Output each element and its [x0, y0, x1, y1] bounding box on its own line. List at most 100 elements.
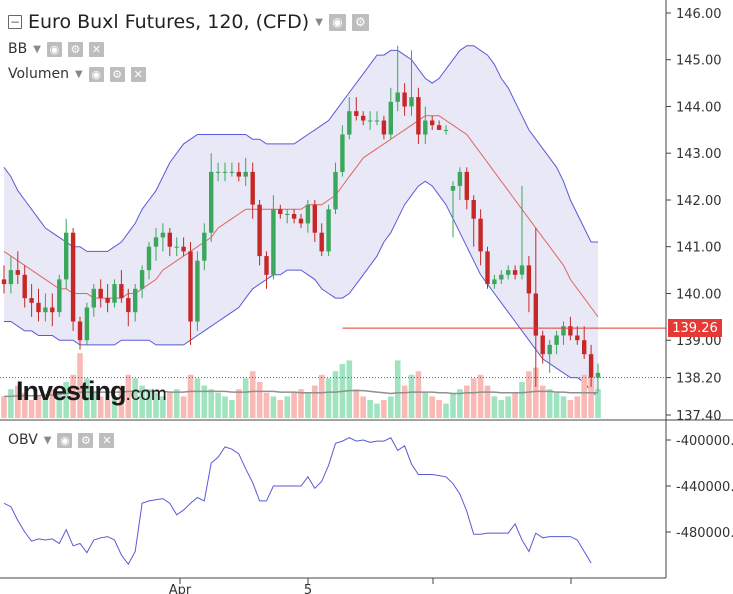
- candle-body: [43, 307, 48, 313]
- y-tick-label: 146.00: [676, 7, 722, 22]
- volume-bar: [49, 389, 56, 418]
- obv-series-line: [3, 437, 592, 566]
- volume-bar: [484, 385, 491, 418]
- candle-body: [333, 171, 338, 210]
- volume-bar: [574, 396, 581, 418]
- volume-bar: [415, 371, 422, 418]
- candle-body: [64, 232, 69, 280]
- candle: [133, 284, 138, 322]
- candle-body: [139, 270, 145, 289]
- eye-icon[interactable]: ◉: [46, 41, 62, 57]
- volume-bar: [332, 371, 339, 418]
- candle-body: [409, 97, 414, 107]
- volume-bar: [533, 367, 539, 418]
- candle: [271, 195, 276, 280]
- candle-body: [388, 101, 393, 135]
- candle: [526, 256, 532, 313]
- collapse-icon[interactable]: −: [8, 15, 22, 29]
- candle-body: [264, 256, 269, 275]
- volume-bar: [374, 403, 380, 418]
- volume-bar: [394, 360, 401, 418]
- gear-icon[interactable]: ⚙: [78, 432, 94, 448]
- volume-bar: [512, 392, 518, 418]
- candle: [91, 284, 96, 317]
- volume-bar: [180, 396, 187, 418]
- candle-body: [464, 171, 469, 200]
- close-icon[interactable]: ✕: [88, 41, 104, 57]
- candle: [312, 200, 317, 242]
- volume-bar: [381, 400, 387, 418]
- volume-bar: [436, 400, 442, 418]
- gear-icon[interactable]: ⚙: [67, 41, 83, 57]
- close-icon[interactable]: ✕: [99, 432, 115, 448]
- candle: [506, 265, 511, 280]
- eye-icon[interactable]: ◉: [328, 13, 346, 31]
- volume-bar: [367, 400, 373, 418]
- volume-bar: [160, 396, 166, 418]
- candle-body: [8, 270, 14, 285]
- volume-bar: [125, 374, 132, 418]
- candle: [374, 111, 380, 126]
- candle-body: [312, 204, 317, 233]
- y-tick-label: 140.00: [676, 288, 722, 303]
- y-tick-label: 139.00: [676, 334, 722, 349]
- volume-bar: [291, 392, 297, 418]
- volume-bar: [201, 385, 208, 418]
- volume-bar: [318, 374, 325, 418]
- volume-bar: [63, 382, 69, 418]
- volume-bar: [581, 374, 587, 418]
- chevron-down-icon[interactable]: ▼: [43, 434, 52, 446]
- volume-bar: [263, 392, 270, 418]
- y-tick-label: 141.00: [676, 241, 722, 256]
- candle: [64, 218, 69, 289]
- candle-body: [84, 307, 90, 341]
- volume-bar: [312, 385, 318, 418]
- chevron-down-icon[interactable]: ▼: [74, 68, 83, 80]
- volume-bar: [118, 385, 125, 418]
- candle-body: [430, 120, 435, 126]
- gear-icon[interactable]: ⚙: [351, 13, 369, 31]
- candle-body: [499, 274, 504, 280]
- volume-bar: [401, 385, 408, 418]
- volume-bar: [173, 389, 180, 418]
- candle: [298, 214, 304, 228]
- candle-body: [568, 326, 573, 336]
- chevron-down-icon[interactable]: ▼: [33, 43, 41, 55]
- candle-body: [243, 171, 248, 177]
- close-icon[interactable]: ✕: [130, 66, 146, 82]
- candle: [222, 162, 228, 182]
- volume-bar: [77, 353, 83, 418]
- volume-bar: [422, 392, 429, 418]
- eye-icon[interactable]: ◉: [57, 432, 73, 448]
- chevron-down-icon[interactable]: ▼: [315, 16, 323, 28]
- candle: [22, 265, 27, 308]
- volume-bar: [222, 396, 228, 418]
- volume-bar: [588, 378, 594, 418]
- candle: [174, 237, 179, 257]
- gear-icon[interactable]: ⚙: [109, 66, 125, 82]
- candle: [326, 204, 331, 257]
- candle: [153, 228, 159, 261]
- indicator-label-bb: BB: [8, 41, 28, 57]
- candle-body: [257, 204, 262, 257]
- obv-tick-label: -440000.: [676, 480, 733, 495]
- eye-icon[interactable]: ◉: [88, 66, 104, 82]
- candle-body: [319, 232, 324, 252]
- candle-body: [209, 171, 214, 233]
- candle-body: [512, 270, 518, 275]
- candle: [195, 251, 200, 331]
- bollinger-lower-line: [4, 180, 599, 397]
- volume-bar: [519, 382, 525, 418]
- volume-bar: [270, 396, 277, 418]
- candle: [139, 265, 145, 299]
- volume-bar: [8, 389, 14, 418]
- candle-body: [588, 354, 594, 378]
- candle: [388, 87, 393, 140]
- candle-body: [298, 218, 304, 224]
- candle: [561, 321, 566, 345]
- volume-bar: [553, 392, 560, 418]
- candle: [188, 242, 193, 345]
- candle: [98, 279, 103, 308]
- candle: [436, 120, 442, 130]
